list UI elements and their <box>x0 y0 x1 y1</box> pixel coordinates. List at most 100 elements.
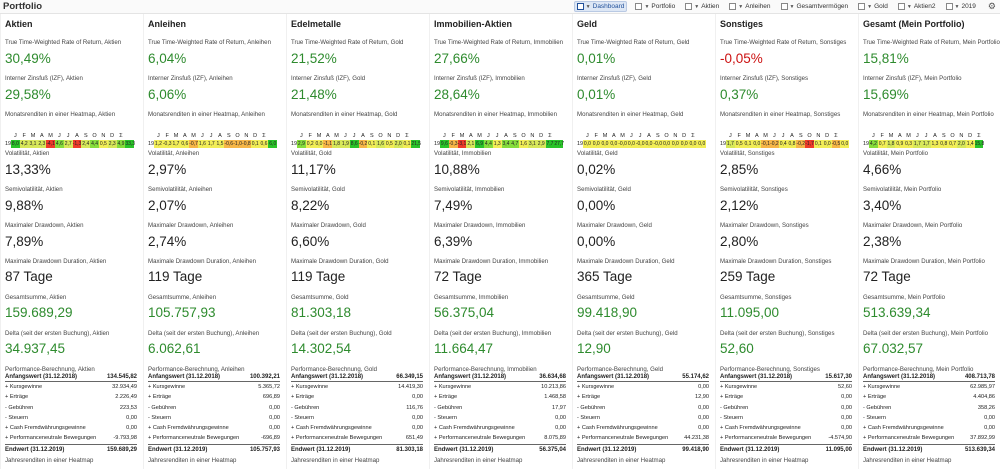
chevron-down-icon[interactable]: ▼ <box>906 3 912 10</box>
heatmap-cell: 0,0 <box>314 140 324 148</box>
metric-label: Gesamtsumme, Sonstiges <box>720 294 792 301</box>
filter-aktien[interactable]: ▼ Aktien <box>683 1 721 12</box>
metric-label: Maximale Drawdown Duration, Aktien <box>5 258 107 265</box>
app-title: Portfolio <box>3 1 43 12</box>
metric-value: 29,58% <box>5 87 51 102</box>
perf-value: 81.303,18 <box>396 446 423 453</box>
metric-value: 15,69% <box>863 87 909 102</box>
heatmap-cell: 0,4 <box>778 140 788 148</box>
heatmap-cell: 2,0 <box>393 140 403 148</box>
panel-title: Aktien <box>5 19 33 29</box>
chevron-down-icon[interactable]: ▼ <box>867 3 873 10</box>
heatmap-month-header: Σ <box>405 133 409 139</box>
panel-title: Sonstiges <box>720 19 764 29</box>
chevron-down-icon[interactable]: ▼ <box>738 3 744 10</box>
perf-value: 0,00 <box>412 425 423 432</box>
metric-value: 6,60% <box>291 234 330 249</box>
filter-gold[interactable]: ▼ Gold <box>856 1 890 12</box>
heatmap-cell: 0,0 <box>583 140 592 148</box>
heatmap-cell: 0,2 <box>305 140 315 148</box>
perf-value: 11.095,00 <box>825 446 852 453</box>
heatmap-cell: -1,3 <box>72 140 82 148</box>
heatmap-cell: 1,7 <box>726 140 735 148</box>
metric-value: 4,66% <box>863 162 902 177</box>
metric-label: True Time-Weighted Rate of Return, Sonst… <box>720 39 847 46</box>
heatmap-month-header: D <box>968 133 973 139</box>
perf-row-gebuehren: - Gebühren 0,00 <box>577 403 709 413</box>
heatmap-cell: 1,6 <box>376 140 385 148</box>
heatmap-cell: 0,0 <box>679 140 689 148</box>
filter-checkbox[interactable] <box>897 3 905 10</box>
heatmap-month-header: S <box>83 133 88 139</box>
metric-label: Maximaler Drawdown, Mein Portfolio <box>863 222 963 229</box>
heatmap-month-header: M <box>888 133 894 139</box>
heatmap-month-header: Σ <box>548 133 552 139</box>
heatmap-cell: 4,2 <box>869 140 878 148</box>
filter-checkbox[interactable] <box>858 3 866 10</box>
heatmap-month-header: O <box>378 133 383 139</box>
heatmap-month-header: J <box>487 133 490 139</box>
chevron-down-icon[interactable]: ▼ <box>954 3 960 10</box>
heatmap-cell: -0,6 <box>224 140 234 148</box>
perf-value: 56.375,04 <box>539 446 566 453</box>
heatmap-month-header: J <box>773 133 776 139</box>
filter-dashboard[interactable]: ▼ Dashboard <box>573 1 628 12</box>
perf-label: - Gebühren <box>434 404 463 411</box>
heatmap-cell: 1,7 <box>912 140 922 148</box>
metric-value: 81.303,18 <box>291 305 352 320</box>
metric-label: Gesamtsumme, Gold <box>291 294 349 301</box>
metric-label: Monatsrenditen in einer Heatmap, Geld <box>577 111 684 118</box>
filter-gesamtverm-gen[interactable]: ▼ Gesamtvermögen <box>779 1 851 12</box>
metric-label: Delta (seit der ersten Buchung), Immobil… <box>434 330 552 337</box>
metric-value: 159.689,29 <box>5 305 73 320</box>
filter-aktien2[interactable]: ▼ Aktien2 <box>896 1 938 12</box>
perf-label: Anfangswert (31.12.2018) <box>434 373 507 380</box>
heatmap-cell: 21,5 <box>411 140 422 148</box>
filter-2019[interactable]: ▼ 2019 <box>944 1 978 12</box>
heatmap-cell: 2,9 <box>536 140 546 148</box>
metric-label: Interner Zinsfuß (IZF), Gold <box>291 75 366 82</box>
heatmap-cell: -4,1 <box>46 140 55 148</box>
metric-value: 13,33% <box>5 162 51 177</box>
filter-checkbox[interactable] <box>780 3 788 10</box>
chevron-down-icon[interactable]: ▼ <box>694 3 700 10</box>
heatmap-cell: 0,0 <box>697 140 707 148</box>
monthly-heatmap: J F M A M J J A S O N D Σ 19 1,2 -0,3 1,7 0,6 -0,7 1,6 1,7 1,… <box>148 132 278 148</box>
panel-6: Gesamt (Mein Portfolio) True Time-Weighte… <box>858 14 1000 469</box>
heatmap-month-header: D <box>110 133 115 139</box>
filter-anleihen[interactable]: ▼ Anleihen <box>727 1 772 12</box>
panel-0: Aktien True Time-Weighted Rate of Return,… <box>0 14 142 469</box>
perf-end-row: Endwert (31.12.2019) 56.375,04 <box>434 444 566 454</box>
heatmap-month-header: F <box>451 133 455 139</box>
perf-start-row: Anfangswert (31.12.2018) 36.634,68 <box>434 372 566 383</box>
yearly-heatmap-label: Jahresrenditen in einer Heatmap <box>291 457 380 464</box>
perf-row-gebuehren: - Gebühren 17,97 <box>434 403 566 413</box>
heatmap-cell: 0,5 <box>98 140 108 148</box>
filter-checkbox[interactable] <box>729 3 737 10</box>
heatmap-month-header: M <box>620 133 625 139</box>
perf-value: 52,60 <box>838 384 852 391</box>
perf-row-ertraege: + Erträge 1.468,58 <box>434 392 566 402</box>
perf-row-perfneutral: + Performanceneutrale Bewegungen 8.075,89 <box>434 433 566 443</box>
chevron-down-icon[interactable]: ▼ <box>644 3 650 10</box>
heatmap-cell: 0,1 <box>743 140 753 148</box>
heatmap-month-header: J <box>201 133 204 139</box>
filter-portfolio[interactable]: ▼ Portfolio <box>633 1 677 12</box>
filter-checkbox[interactable] <box>945 3 953 10</box>
perf-label: - Gebühren <box>577 404 606 411</box>
filter-checkbox[interactable] <box>685 3 693 10</box>
gear-icon[interactable]: ⚙ <box>987 1 996 11</box>
filter-checkbox[interactable] <box>635 3 643 10</box>
perf-label: + Erträge <box>577 394 601 401</box>
perf-row-ertraege: + Erträge 696,89 <box>148 392 280 402</box>
metric-value: 2,12% <box>720 198 759 213</box>
filter-checkbox[interactable] <box>576 3 584 10</box>
heatmap-month-header: N <box>816 133 821 139</box>
metric-label: Delta (seit der ersten Buchung), Geld <box>577 330 678 337</box>
metric-label: Maximaler Drawdown, Gold <box>291 222 366 229</box>
metric-value: 6.062,61 <box>148 341 201 356</box>
heatmap-cell: 8,6 <box>349 140 359 148</box>
chevron-down-icon[interactable]: ▼ <box>585 3 591 10</box>
perf-value: 0,00 <box>269 404 280 411</box>
chevron-down-icon[interactable]: ▼ <box>789 3 795 10</box>
